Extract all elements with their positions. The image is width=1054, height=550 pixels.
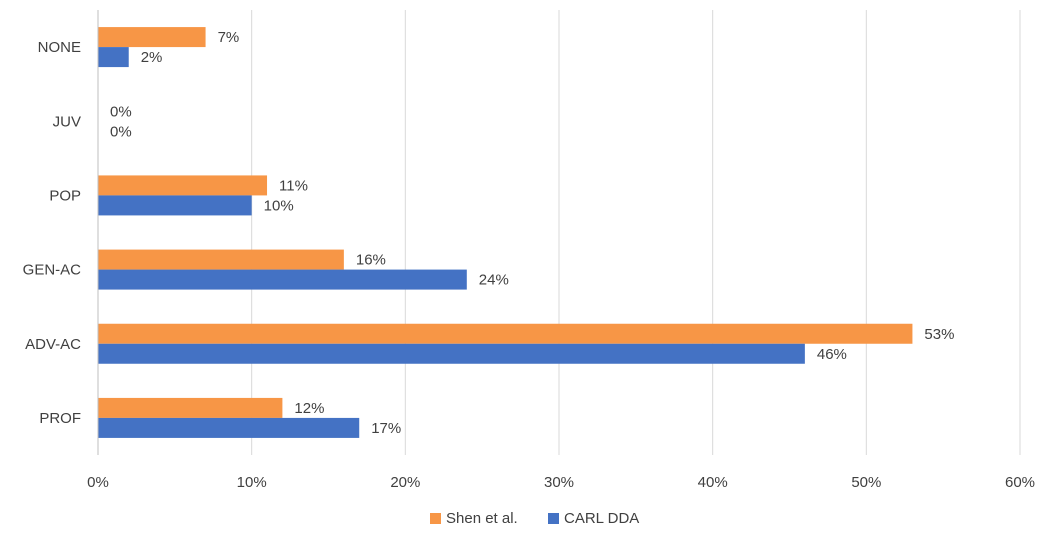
x-tick-label: 0%: [87, 474, 109, 491]
data-label: 46%: [817, 346, 847, 363]
category-label: NONE: [38, 39, 81, 56]
x-tick-label: 20%: [390, 474, 420, 491]
x-tick-label: 30%: [544, 474, 574, 491]
bars: [98, 27, 913, 438]
data-label: 2%: [141, 49, 163, 66]
bar-series-2-adv-ac: [98, 343, 805, 364]
bar-series-1-pop: [98, 175, 268, 196]
bar-series-2-gen-ac: [98, 269, 467, 290]
data-label: 17%: [371, 420, 401, 437]
x-tick-label: 10%: [237, 474, 267, 491]
legend-swatch: [430, 513, 441, 524]
data-label: 0%: [110, 103, 132, 120]
bar-series-1-gen-ac: [98, 249, 344, 270]
category-label: ADV-AC: [25, 336, 81, 353]
category-label: PROF: [39, 410, 81, 427]
gridlines: [251, 10, 1021, 455]
legend-label: CARL DDA: [564, 510, 639, 527]
x-tick-label: 60%: [1005, 474, 1035, 491]
labels: 0% 10% 20% 30% 40% 50% 60% NONE 7% 2% JUV 0% 0% POP 11…: [23, 29, 1035, 491]
category-label: GEN-AC: [23, 262, 82, 279]
data-label: 24%: [479, 272, 509, 289]
legend-label: Shen et al.: [446, 510, 518, 527]
data-label: 11%: [279, 177, 308, 194]
bar-series-1-none: [98, 27, 206, 48]
legend: Shen et al. CARL DDA: [430, 510, 639, 527]
data-label: 53%: [924, 326, 954, 343]
x-tick-label: 40%: [698, 474, 728, 491]
bar-series-1-prof: [98, 397, 283, 418]
data-label: 10%: [264, 197, 294, 214]
bar-series-2-none: [98, 47, 129, 68]
bar-series-2-pop: [98, 195, 252, 216]
x-tick-label: 50%: [851, 474, 881, 491]
data-label: 7%: [218, 29, 240, 46]
bar-series-2-prof: [98, 417, 360, 438]
data-label: 12%: [294, 400, 324, 417]
bar-series-1-adv-ac: [98, 323, 913, 344]
data-label: 16%: [356, 252, 386, 269]
category-label: JUV: [53, 113, 81, 130]
data-label: 0%: [110, 123, 132, 140]
category-label: POP: [49, 187, 81, 204]
legend-swatch: [548, 513, 559, 524]
